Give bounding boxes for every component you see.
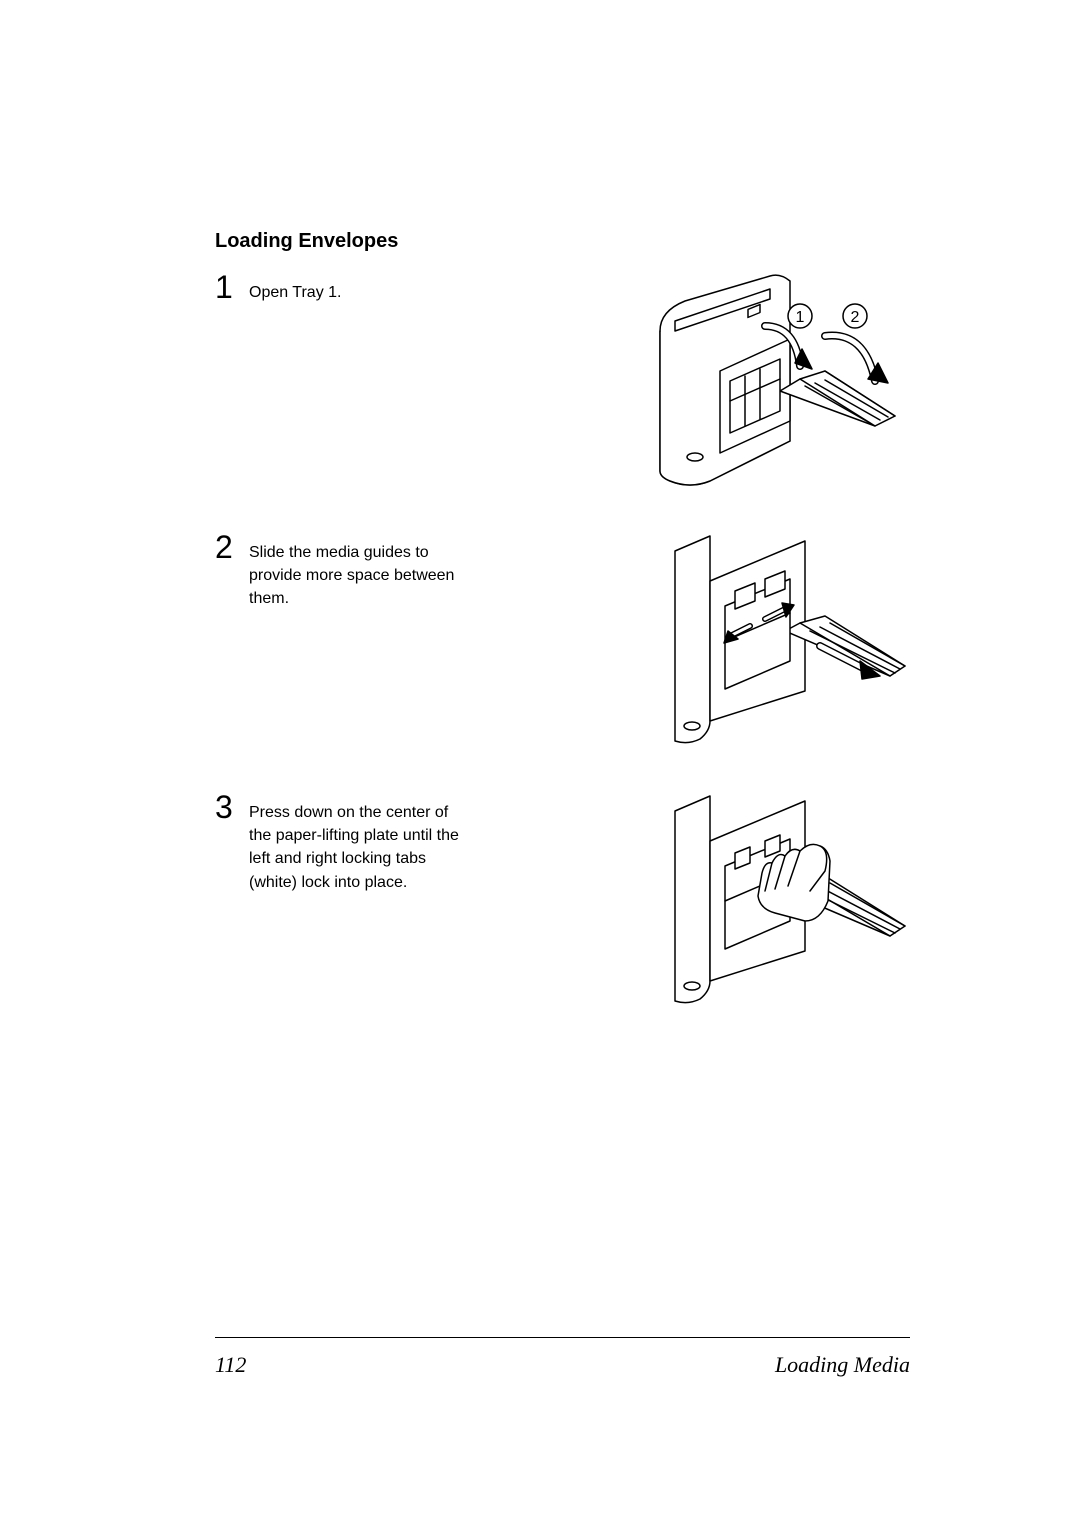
section-title: Loading Envelopes — [215, 230, 910, 253]
step-number: 1 — [215, 271, 245, 303]
svg-text:2: 2 — [851, 309, 860, 326]
step-3: 3 Press down on the center of the paper-… — [215, 791, 910, 1021]
step-2: 2 Slide the media guides to provide more… — [215, 531, 910, 781]
document-page: Loading Envelopes 1 Open Tray 1. — [0, 0, 1080, 1528]
step-text: Open Tray 1. — [245, 271, 342, 304]
printer-press-plate-icon — [670, 791, 910, 1021]
step-text: Slide the media guides to provide more s… — [245, 531, 465, 611]
step-1-figure: 1 2 — [342, 271, 911, 501]
step-2-figure — [465, 531, 910, 761]
page-footer: 112 Loading Media — [215, 1337, 910, 1378]
page-number: 112 — [215, 1352, 246, 1378]
footer-divider — [215, 1337, 910, 1338]
printer-open-tray-icon: 1 2 — [650, 271, 910, 501]
step-number: 3 — [215, 791, 245, 823]
step-1: 1 Open Tray 1. — [215, 271, 910, 521]
step-text: Press down on the center of the paper-li… — [245, 791, 465, 894]
step-3-figure — [465, 791, 910, 1021]
footer-title: Loading Media — [775, 1352, 910, 1378]
printer-slide-guides-icon — [670, 531, 910, 761]
step-number: 2 — [215, 531, 245, 563]
svg-text:1: 1 — [796, 309, 805, 326]
